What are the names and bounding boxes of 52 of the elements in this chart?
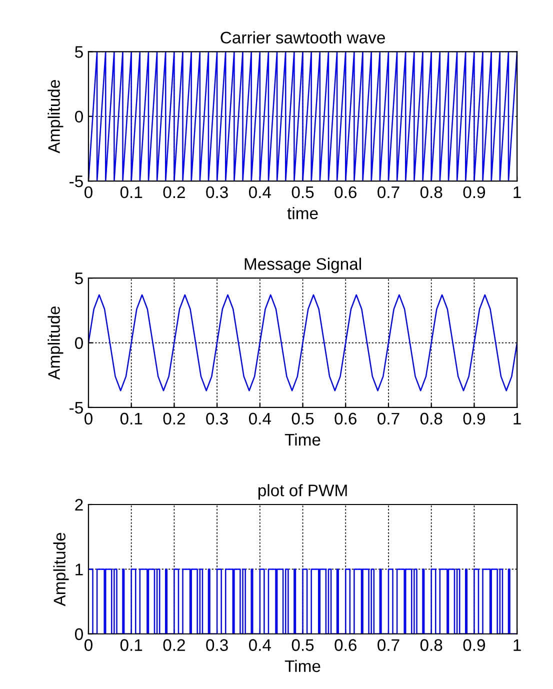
x-tick-label: 0.6 — [334, 639, 356, 651]
x-tick-label: 0.1 — [120, 412, 142, 425]
y-tick-label: 5 — [75, 46, 83, 58]
x-tick-label: 0.5 — [292, 639, 314, 651]
x-tick-label: 1 — [514, 639, 521, 651]
x-tick-label: 0.5 — [292, 186, 314, 198]
x-tick-label: 0.9 — [463, 639, 485, 651]
y-tick-label: -5 — [70, 176, 83, 188]
y-tick-label: 0 — [75, 110, 83, 123]
x-tick-label: 0.2 — [163, 639, 185, 651]
x-tick-label: 0.2 — [163, 412, 185, 425]
x-tick-label: 0.9 — [463, 412, 485, 425]
x-tick-label: 1 — [514, 412, 521, 424]
y-tick-label: 0 — [75, 628, 83, 640]
y-tick-label: 2 — [75, 498, 83, 511]
y-tick-label: 1 — [76, 564, 83, 576]
x-tick-label: 0.9 — [463, 186, 485, 198]
x-tick-label: 0.4 — [248, 639, 272, 651]
x-tick-label: 0.3 — [206, 639, 228, 651]
x-tick-label: 0.8 — [420, 639, 442, 651]
x-tick-label: 0.1 — [120, 639, 142, 651]
x-tick-label: 0.8 — [420, 412, 442, 425]
x-tick-label: 0.1 — [120, 186, 142, 198]
y-axis-title: Amplitude — [48, 80, 64, 154]
x-tick-label: 0.2 — [163, 186, 185, 198]
x-tick-label: 0 — [84, 412, 92, 425]
y-tick-label: 5 — [75, 272, 83, 284]
x-tick-label: 0.7 — [378, 412, 400, 425]
x-axis-title: Time — [284, 660, 320, 672]
y-axis-title: Amplitude — [53, 532, 69, 606]
y-axis-title: Amplitude — [48, 306, 64, 380]
x-tick-label: 1 — [514, 186, 521, 198]
chart-title: Message Signal — [244, 258, 361, 274]
x-tick-label: 0 — [84, 639, 92, 651]
y-tick-label: -5 — [70, 402, 83, 414]
x-tick-label: 0.7 — [378, 186, 400, 198]
x-tick-label: 0.6 — [334, 412, 356, 425]
chart-title: Carrier sawtooth wave — [220, 31, 385, 44]
x-tick-label: 0.6 — [334, 186, 356, 198]
line-series — [88, 294, 518, 392]
x-tick-label: 0.7 — [378, 639, 400, 651]
x-tick-label: 0.4 — [248, 412, 272, 425]
x-tick-label: 0.5 — [292, 412, 314, 425]
x-axis-title: Time — [284, 433, 320, 446]
chart-title: plot of PWM — [258, 484, 347, 500]
x-axis-title: time — [287, 207, 318, 220]
x-tick-label: 0.8 — [420, 186, 442, 198]
x-tick-label: 0.3 — [206, 412, 228, 425]
y-tick-label: 0 — [75, 337, 83, 349]
x-tick-label: 0.3 — [206, 186, 228, 198]
x-tick-label: 0 — [84, 186, 92, 198]
x-tick-label: 0.4 — [248, 186, 272, 198]
